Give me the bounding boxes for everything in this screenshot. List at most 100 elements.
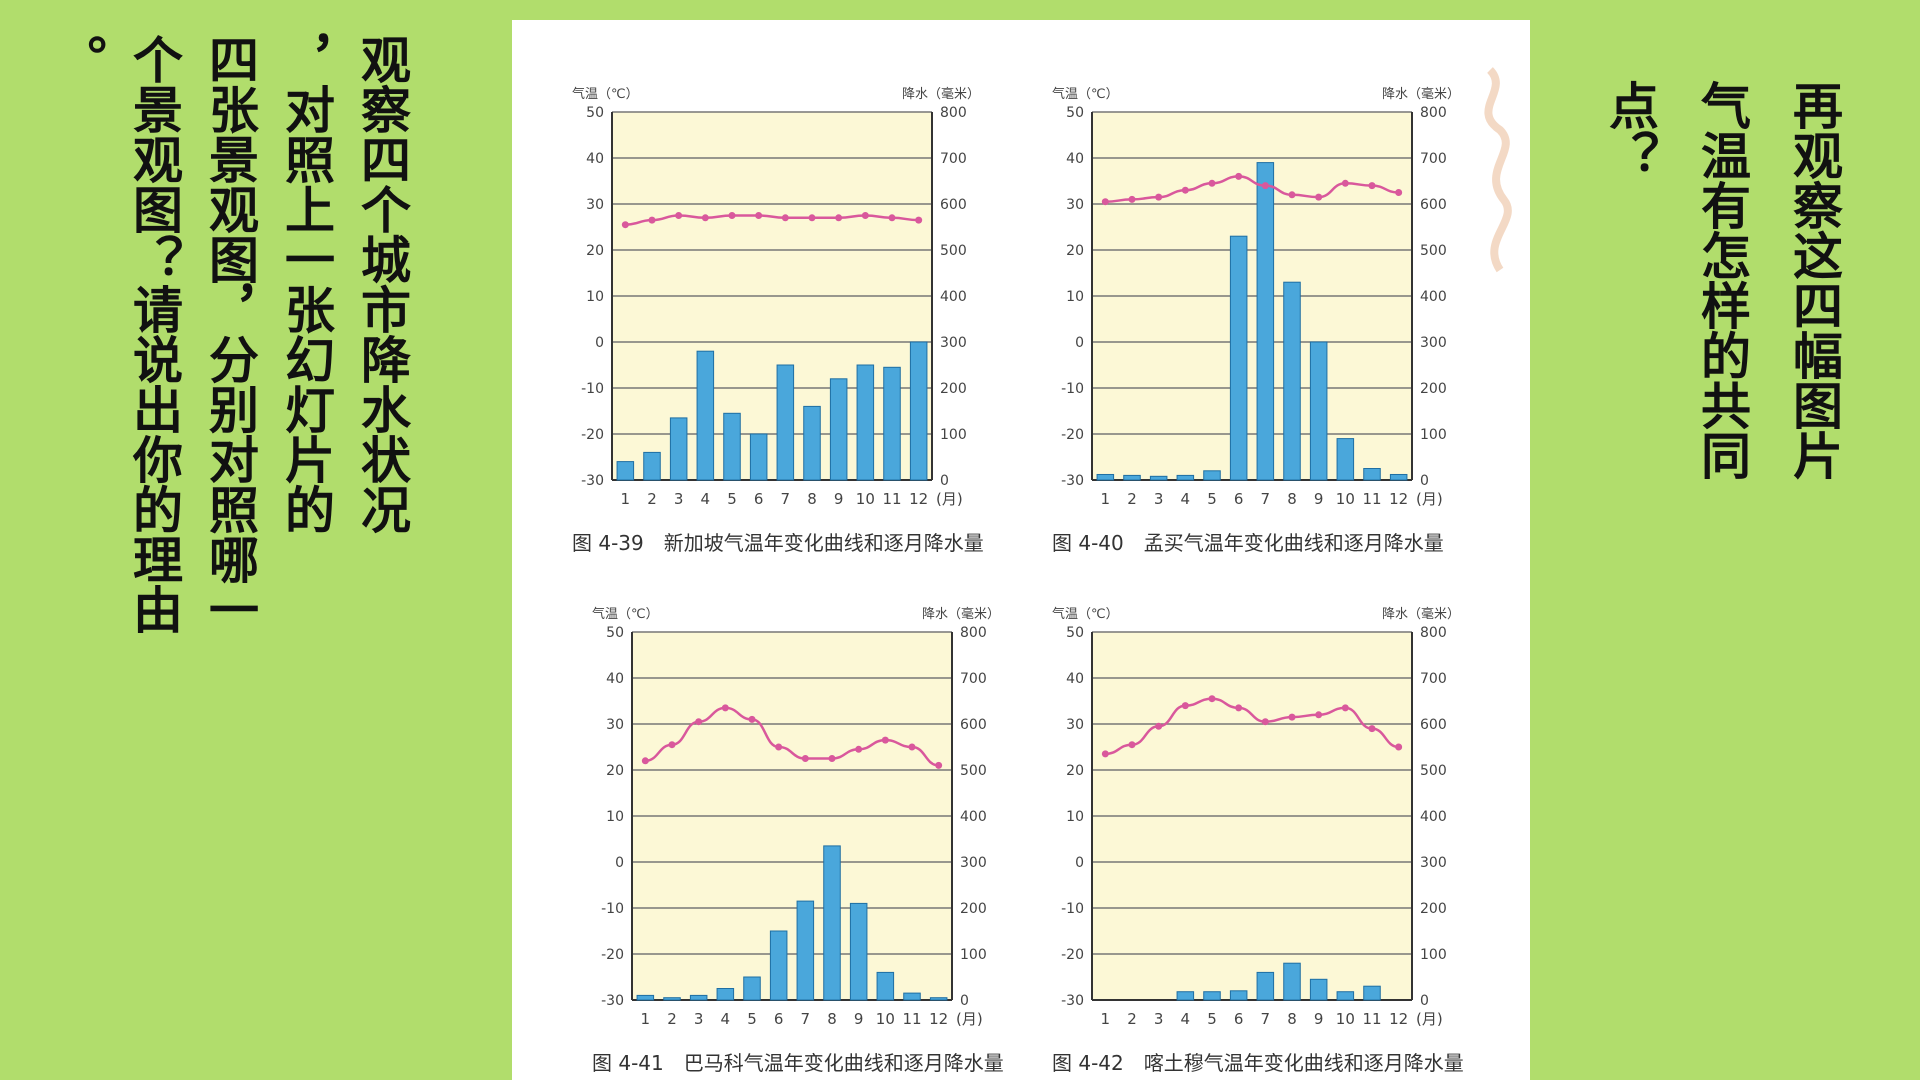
temperature-point [1101, 750, 1109, 758]
precip-tick-label: 500 [960, 763, 987, 779]
precip-axis-label: 降水（毫米） [902, 86, 980, 102]
precipitation-bar [1096, 473, 1115, 481]
climate-chart: 50403020100-10-20-3080070060050040030020… [1052, 606, 1464, 1075]
question-line: ，对照上一张幻灯片的 [277, 34, 335, 534]
temperature-point [801, 755, 809, 762]
precipitation-bar [1229, 990, 1248, 1001]
precip-tick-label: 400 [940, 289, 967, 305]
temperature-point [1315, 193, 1323, 201]
precipitation-bar [929, 997, 948, 1001]
temperature-point [1261, 718, 1269, 726]
chart-caption: 图 4-39 新加坡气温年变化曲线和逐月降水量 [572, 531, 984, 555]
question-text-right: 再观察这四幅图片 气温有怎样的共同 点？ [1584, 80, 1860, 720]
month-tick-label: 5 [747, 1010, 757, 1028]
question-line: 四张景观图，分别对照哪一 [201, 34, 259, 634]
month-unit-label: (月) [1416, 490, 1443, 508]
temperature-point [695, 718, 703, 726]
month-tick-label: 3 [1154, 490, 1164, 508]
month-tick-label: 8 [827, 1010, 837, 1028]
month-tick-label: 12 [929, 1010, 948, 1028]
question-line: 点？ [1601, 80, 1659, 180]
temp-tick-label: 0 [1075, 335, 1084, 351]
question-line: 个景观图？请说出你的理由 [125, 34, 183, 634]
temp-tick-label: 30 [586, 197, 604, 213]
question-line: 观察四个城市降水状况 [353, 34, 411, 534]
precipitation-bar [823, 845, 841, 1001]
precipitation-bar [1176, 991, 1195, 1001]
month-tick-label: 7 [801, 1010, 811, 1028]
temperature-point [1341, 704, 1349, 712]
month-tick-label: 10 [876, 1010, 895, 1028]
temp-tick-label: 30 [606, 717, 624, 733]
temperature-point [1395, 189, 1403, 196]
temp-tick-label: -10 [1061, 901, 1084, 917]
temperature-point [1288, 191, 1296, 199]
month-tick-label: 6 [1234, 1010, 1244, 1028]
precipitation-bar [769, 930, 788, 1001]
month-tick-label: 7 [1261, 1010, 1271, 1028]
month-tick-label: 4 [1181, 490, 1191, 508]
month-tick-label: 5 [1207, 1010, 1217, 1028]
month-tick-label: 12 [1389, 490, 1408, 508]
month-tick-label: 4 [701, 490, 711, 508]
temperature-point [641, 757, 649, 765]
month-tick-label: 8 [807, 490, 817, 508]
precip-tick-label: 100 [960, 947, 987, 963]
month-tick-label: 2 [1127, 490, 1137, 508]
temp-tick-label: 50 [586, 105, 604, 121]
temp-tick-label: -30 [1061, 993, 1084, 1009]
temperature-point [1315, 711, 1323, 719]
month-tick-label: 7 [781, 490, 791, 508]
precip-tick-label: 500 [940, 243, 967, 259]
temperature-point [835, 214, 843, 222]
precipitation-bar [876, 971, 895, 1001]
temperature-point [648, 216, 656, 224]
month-tick-label: 6 [774, 1010, 784, 1028]
temperature-point [1208, 179, 1216, 187]
precipitation-bar [749, 433, 768, 481]
temp-tick-label: 0 [1075, 855, 1084, 871]
precip-tick-label: 300 [960, 855, 987, 871]
temp-tick-label: 50 [1066, 625, 1084, 641]
precip-tick-label: 500 [1420, 243, 1447, 259]
temp-axis-label: 气温（℃） [1052, 86, 1119, 102]
precip-tick-label: 100 [1420, 947, 1447, 963]
temp-tick-label: 40 [586, 151, 604, 167]
climate-chart: 50403020100-10-20-3080070060050040030020… [1052, 86, 1460, 555]
month-tick-label: 11 [1362, 490, 1381, 508]
temp-axis-label: 气温（℃） [592, 606, 659, 622]
temp-tick-label: -30 [1061, 473, 1084, 489]
temperature-point [1368, 182, 1376, 190]
temperature-point [1128, 195, 1136, 203]
question-line: 再观察这四幅图片 [1785, 80, 1843, 480]
precip-tick-label: 600 [1420, 197, 1447, 213]
temperature-point [775, 743, 783, 751]
month-tick-label: 1 [1101, 490, 1111, 508]
temp-tick-label: -10 [581, 381, 604, 397]
temperature-point [1101, 198, 1109, 206]
temp-tick-label: 40 [1066, 671, 1084, 687]
temperature-point [915, 216, 923, 224]
precip-tick-label: 800 [940, 105, 967, 121]
month-unit-label: (月) [1416, 1010, 1443, 1028]
month-tick-label: 9 [854, 1010, 864, 1028]
month-tick-label: 3 [694, 1010, 704, 1028]
month-tick-label: 5 [1207, 490, 1217, 508]
temperature-point [1288, 713, 1296, 721]
chart-caption: 图 4-42 喀土穆气温年变化曲线和逐月降水量 [1052, 1051, 1464, 1075]
temp-tick-label: 40 [606, 671, 624, 687]
precip-tick-label: 200 [1420, 381, 1447, 397]
precip-axis-label: 降水（毫米） [1382, 86, 1460, 102]
temperature-point [881, 736, 889, 744]
temperature-point [621, 221, 629, 229]
precipitation-bar [883, 366, 901, 481]
precip-tick-label: 300 [1420, 335, 1447, 351]
precip-tick-label: 600 [1420, 717, 1447, 733]
precip-tick-label: 700 [1420, 151, 1447, 167]
month-tick-label: 10 [1336, 1010, 1355, 1028]
month-tick-label: 9 [1314, 490, 1324, 508]
precip-tick-label: 200 [1420, 901, 1447, 917]
temperature-point [1155, 722, 1163, 730]
month-tick-label: 10 [1336, 490, 1355, 508]
month-tick-label: 11 [1362, 1010, 1381, 1028]
